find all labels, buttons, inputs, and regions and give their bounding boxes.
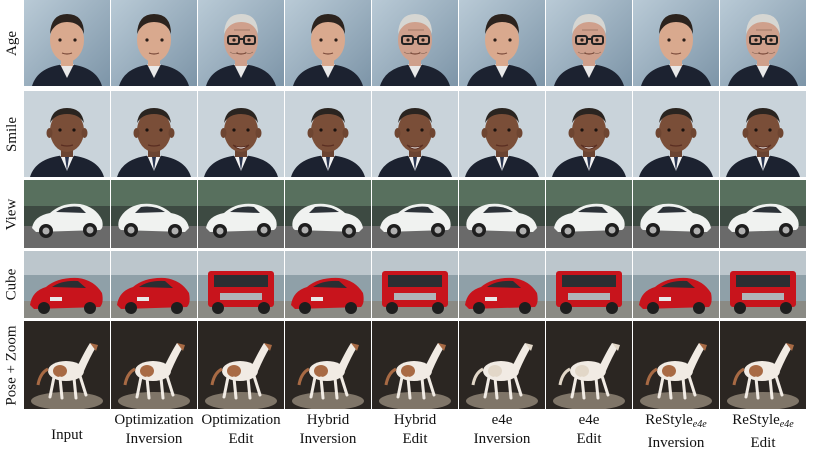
row-label-smile: Smile — [3, 116, 20, 152]
image-view-col6 — [546, 180, 632, 248]
column-label-3: Hybrid Inversion — [299, 412, 357, 447]
image-smile-col3 — [285, 91, 371, 177]
image-age-col4 — [372, 0, 458, 86]
image-cube-col3 — [285, 251, 371, 318]
column-label-0: Input — [51, 427, 83, 443]
image-cube-col1 — [111, 251, 197, 318]
column-label-8: ReStylee4e Edit — [732, 412, 794, 451]
image-cube-col0 — [24, 251, 110, 318]
image-age-col1 — [111, 0, 197, 86]
image-pose-col8 — [720, 321, 806, 409]
image-age-col0 — [24, 0, 110, 86]
image-view-col4 — [372, 180, 458, 248]
image-pose-col2 — [198, 321, 284, 409]
row-label-cube: Cube — [3, 268, 20, 301]
image-smile-col6 — [546, 91, 632, 177]
column-label-7: ReStylee4e Inversion — [645, 412, 707, 451]
image-view-col3 — [285, 180, 371, 248]
image-age-col2 — [198, 0, 284, 86]
row-label-pose: Pose + Zoom — [3, 324, 20, 406]
image-age-col7 — [633, 0, 719, 86]
image-smile-col1 — [111, 91, 197, 177]
image-cube-col7 — [633, 251, 719, 318]
image-pose-col5 — [459, 321, 545, 409]
image-cube-col6 — [546, 251, 632, 318]
image-smile-col0 — [24, 91, 110, 177]
image-smile-col8 — [720, 91, 806, 177]
image-view-col1 — [111, 180, 197, 248]
column-label-4: Hybrid Edit — [393, 412, 437, 447]
image-view-col7 — [633, 180, 719, 248]
row-label-age: Age — [3, 30, 20, 56]
column-label-5: e4e Inversion — [473, 412, 531, 447]
image-view-col8 — [720, 180, 806, 248]
image-age-col6 — [546, 0, 632, 86]
image-smile-col7 — [633, 91, 719, 177]
column-label-1: Optimization Inversion — [114, 412, 194, 447]
image-cube-col5 — [459, 251, 545, 318]
image-cube-col2 — [198, 251, 284, 318]
image-smile-col2 — [198, 91, 284, 177]
image-pose-col6 — [546, 321, 632, 409]
image-age-col5 — [459, 0, 545, 86]
image-view-col5 — [459, 180, 545, 248]
image-pose-col1 — [111, 321, 197, 409]
image-cube-col4 — [372, 251, 458, 318]
column-label-6: e4e Edit — [576, 412, 602, 447]
image-cube-col8 — [720, 251, 806, 318]
image-smile-col4 — [372, 91, 458, 177]
row-label-view: View — [3, 198, 20, 230]
column-label-2: Optimization Edit — [201, 412, 281, 447]
image-smile-col5 — [459, 91, 545, 177]
image-age-col3 — [285, 0, 371, 86]
image-view-col0 — [24, 180, 110, 248]
image-age-col8 — [720, 0, 806, 86]
image-pose-col7 — [633, 321, 719, 409]
image-pose-col0 — [24, 321, 110, 409]
image-pose-col3 — [285, 321, 371, 409]
image-view-col2 — [198, 180, 284, 248]
image-pose-col4 — [372, 321, 458, 409]
